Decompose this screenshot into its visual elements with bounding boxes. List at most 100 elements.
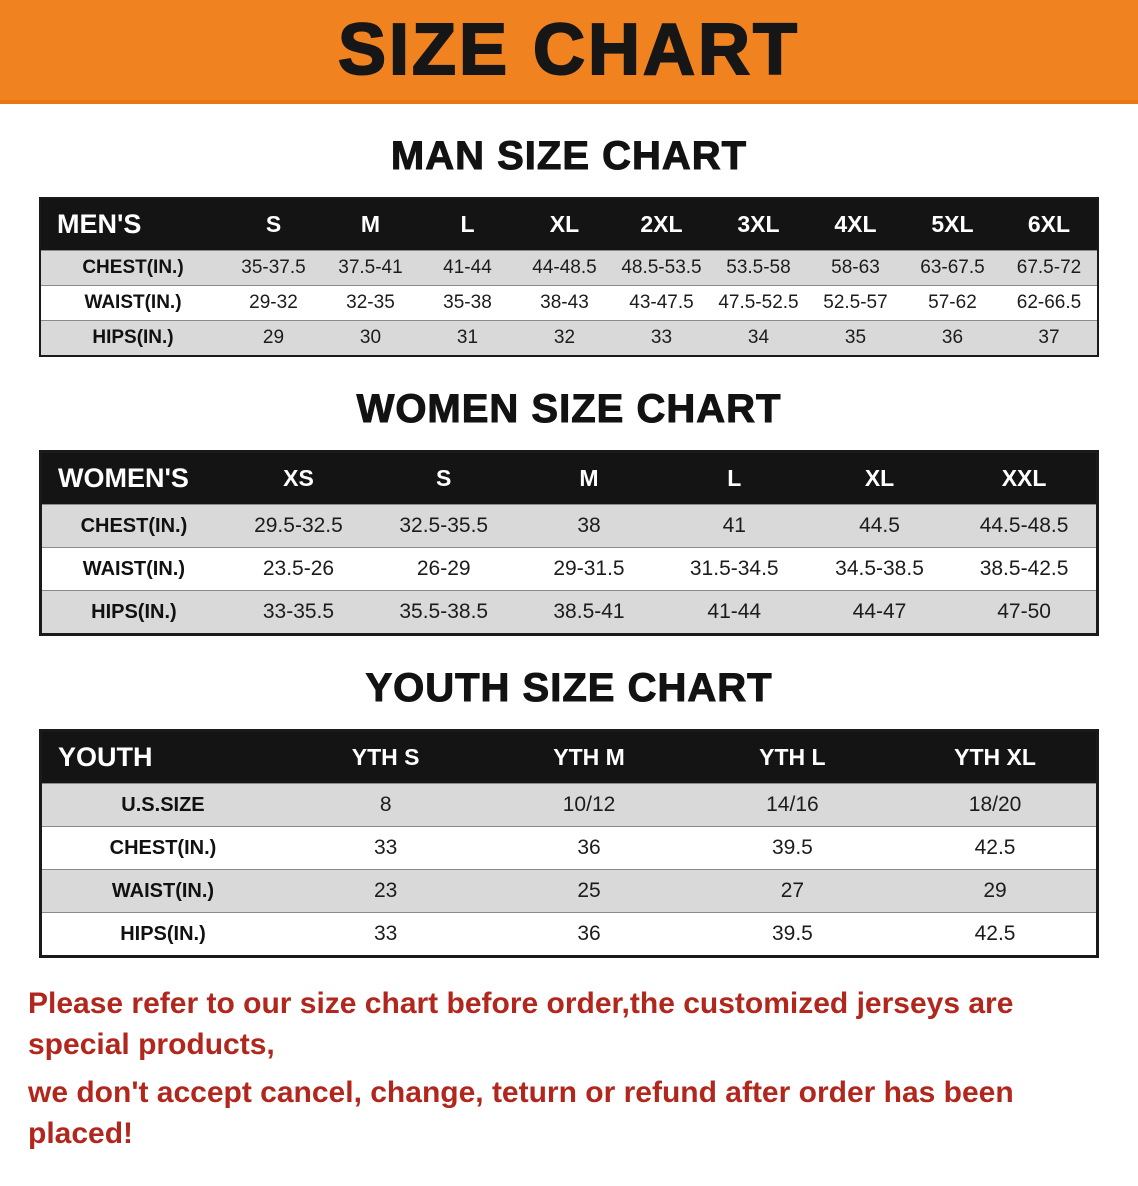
size-cell: 31 (418, 320, 516, 356)
row-label: HIPS(IN.) (40, 320, 225, 356)
size-cell: 25 (487, 869, 691, 913)
table-row: CHEST(IN.) 33 36 39.5 42.5 (40, 826, 1098, 870)
size-cell: 35.5-38.5 (371, 590, 517, 635)
table-corner-label: MEN'S (40, 198, 225, 251)
column-header: YTH XL (894, 730, 1098, 784)
size-cell: 23 (283, 869, 488, 913)
size-cell: 34.5-38.5 (806, 547, 953, 591)
table-row: WAIST(IN.) 23 25 27 29 (40, 869, 1098, 913)
women-size-chart-table: WOMEN'S XS S M L XL XXL CHEST(IN.) 29.5-32.5 32.5… (39, 450, 1099, 636)
size-cell: 36 (903, 320, 1001, 356)
size-cell: 44-48.5 (515, 250, 613, 286)
section-youth-size-chart: YOUTH SIZE CHART YOUTH YTH S YTH M YTH L YTH … (0, 666, 1138, 958)
size-chart-sections: MAN SIZE CHART MEN'S S M L XL 2XL 3XL 4XL 5XL 6XL C… (0, 134, 1138, 958)
size-cell: 27 (690, 869, 895, 913)
size-cell: 58-63 (806, 250, 904, 286)
size-cell: 30 (321, 320, 419, 356)
size-cell: 26-29 (371, 547, 517, 591)
column-header: 3XL (709, 198, 807, 251)
size-cell: 41-44 (418, 250, 516, 286)
column-header: YTH M (487, 730, 691, 784)
row-label: CHEST(IN.) (40, 250, 225, 286)
size-cell: 47-50 (952, 590, 1098, 635)
column-header: S (224, 198, 322, 251)
man-size-chart-table: MEN'S S M L XL 2XL 3XL 4XL 5XL 6XL CHEST(IN.) 35-37… (39, 197, 1099, 357)
size-cell: 34 (709, 320, 807, 356)
row-label: U.S.SIZE (40, 783, 284, 827)
banner: SIZE CHART (0, 0, 1138, 104)
row-label: WAIST(IN.) (40, 869, 284, 913)
table-corner-label: WOMEN'S (40, 451, 226, 505)
youth-size-chart-table: YOUTH YTH S YTH M YTH L YTH XL U.S.SIZE 8 10/12… (39, 729, 1099, 958)
footer-notice: Please refer to our size chart before or… (0, 984, 1138, 1186)
table-row: CHEST(IN.) 29.5-32.5 32.5-35.5 38 41 44.5 44.5… (40, 504, 1098, 548)
size-cell: 29.5-32.5 (225, 504, 372, 548)
size-cell: 36 (487, 826, 691, 870)
size-cell: 38.5-42.5 (952, 547, 1098, 591)
size-cell: 63-67.5 (903, 250, 1001, 286)
section-man-size-chart: MAN SIZE CHART MEN'S S M L XL 2XL 3XL 4XL 5XL 6XL C… (0, 134, 1138, 357)
column-header: 2XL (612, 198, 710, 251)
size-cell: 62-66.5 (1000, 285, 1098, 321)
column-header: 5XL (903, 198, 1001, 251)
table-row: HIPS(IN.) 33-35.5 35.5-38.5 38.5-41 41-44 44-… (40, 590, 1098, 635)
column-header: L (418, 198, 516, 251)
size-cell: 52.5-57 (806, 285, 904, 321)
table-row: WAIST(IN.) 29-32 32-35 35-38 38-43 43-47.5 47.… (40, 285, 1098, 321)
table-row: CHEST(IN.) 35-37.5 37.5-41 41-44 44-48.5 48.5… (40, 250, 1098, 286)
size-cell: 38.5-41 (516, 590, 662, 635)
column-header: XL (515, 198, 613, 251)
size-cell: 14/16 (690, 783, 895, 827)
size-cell: 37.5-41 (321, 250, 419, 286)
size-cell: 33 (283, 826, 488, 870)
size-cell: 39.5 (690, 826, 895, 870)
section-women-size-chart: WOMEN SIZE CHART WOMEN'S XS S M L XL XXL CHEST(I… (0, 387, 1138, 636)
size-cell: 23.5-26 (225, 547, 372, 591)
size-cell: 44.5-48.5 (952, 504, 1098, 548)
size-cell: 47.5-52.5 (709, 285, 807, 321)
column-header: M (321, 198, 419, 251)
table-row: HIPS(IN.) 33 36 39.5 42.5 (40, 912, 1098, 957)
column-header: S (371, 451, 517, 505)
size-cell: 33 (612, 320, 710, 356)
column-header: 6XL (1000, 198, 1098, 251)
table-row: HIPS(IN.) 29 30 31 32 33 34 35 36 37 (40, 320, 1098, 356)
page-title: SIZE CHART (337, 9, 800, 91)
row-label: CHEST(IN.) (40, 826, 284, 870)
size-cell: 36 (487, 912, 691, 957)
size-cell: 33-35.5 (225, 590, 372, 635)
size-cell: 57-62 (903, 285, 1001, 321)
size-cell: 42.5 (894, 912, 1098, 957)
size-cell: 33 (283, 912, 488, 957)
notice-line-1: Please refer to our size chart before or… (28, 987, 1014, 1061)
size-cell: 67.5-72 (1000, 250, 1098, 286)
column-header: YTH L (690, 730, 895, 784)
header-row: WOMEN'S XS S M L XL XXL (40, 451, 1098, 505)
size-cell: 44.5 (806, 504, 953, 548)
size-cell: 29 (224, 320, 322, 356)
header-row: MEN'S S M L XL 2XL 3XL 4XL 5XL 6XL (40, 198, 1098, 251)
size-cell: 35-37.5 (224, 250, 322, 286)
size-cell: 38-43 (515, 285, 613, 321)
row-label: WAIST(IN.) (40, 547, 226, 591)
size-cell: 37 (1000, 320, 1098, 356)
size-cell: 41 (661, 504, 807, 548)
table-row: WAIST(IN.) 23.5-26 26-29 29-31.5 31.5-34.5 34… (40, 547, 1098, 591)
size-cell: 32 (515, 320, 613, 356)
row-label: WAIST(IN.) (40, 285, 225, 321)
size-cell: 18/20 (894, 783, 1098, 827)
table-corner-label: YOUTH (40, 730, 284, 784)
column-header: XXL (952, 451, 1098, 505)
row-label: CHEST(IN.) (40, 504, 226, 548)
size-cell: 48.5-53.5 (612, 250, 710, 286)
column-header: M (516, 451, 662, 505)
size-cell: 31.5-34.5 (661, 547, 807, 591)
column-header: 4XL (806, 198, 904, 251)
size-cell: 32.5-35.5 (371, 504, 517, 548)
column-header: XS (225, 451, 372, 505)
size-cell: 35 (806, 320, 904, 356)
size-cell: 42.5 (894, 826, 1098, 870)
row-label: HIPS(IN.) (40, 912, 284, 957)
column-header: XL (806, 451, 953, 505)
